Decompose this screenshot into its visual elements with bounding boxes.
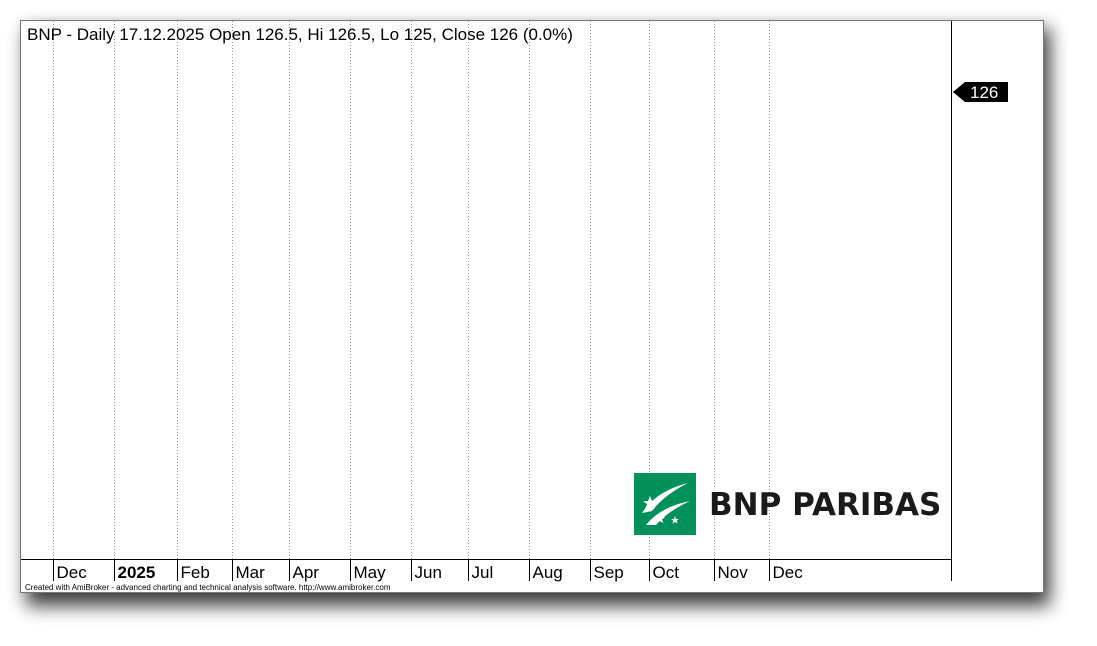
x-axis-ticks: Dec 2025 Feb Mar Apr May Jun Jul Aug Sep Oct Nov Dec: [53, 559, 804, 582]
x-tick-label: Jul: [472, 563, 494, 582]
last-price-tag: 126: [953, 82, 1008, 102]
last-price-tag-shape: [953, 82, 1008, 102]
chart-title: BNP - Daily 17.12.2025 Open 126.5, Hi 12…: [27, 25, 573, 44]
footer-credit: Created with AmiBroker - advanced charti…: [25, 583, 391, 592]
x-tick-label: May: [354, 563, 387, 582]
x-tick-label: Dec: [57, 563, 88, 582]
x-tick-label: 2025: [118, 563, 156, 582]
x-tick-label: Mar: [236, 563, 266, 582]
chart-frame: 7580859095100105110115120125130135 Dec20…: [20, 20, 1044, 593]
x-tick-label: Feb: [181, 563, 210, 582]
x-tick-label: Nov: [718, 563, 749, 582]
x-tick-label: Apr: [293, 563, 320, 582]
x-tick-label: Oct: [653, 563, 680, 582]
logo-box: [634, 473, 696, 535]
bnp-paribas-logo: BNP PARIBAS: [634, 473, 941, 535]
x-tick-label: Sep: [594, 563, 624, 582]
grid: [53, 21, 770, 559]
x-tick-label: Jun: [415, 563, 442, 582]
x-tick-label: Aug: [533, 563, 563, 582]
price-chart: 7580859095100105110115120125130135 Dec20…: [21, 21, 1008, 592]
logo-text: BNP PARIBAS: [709, 487, 941, 523]
stars-bird-icon: [642, 483, 690, 525]
last-price-label: 126: [970, 83, 998, 102]
x-tick-label: Dec: [773, 563, 804, 582]
